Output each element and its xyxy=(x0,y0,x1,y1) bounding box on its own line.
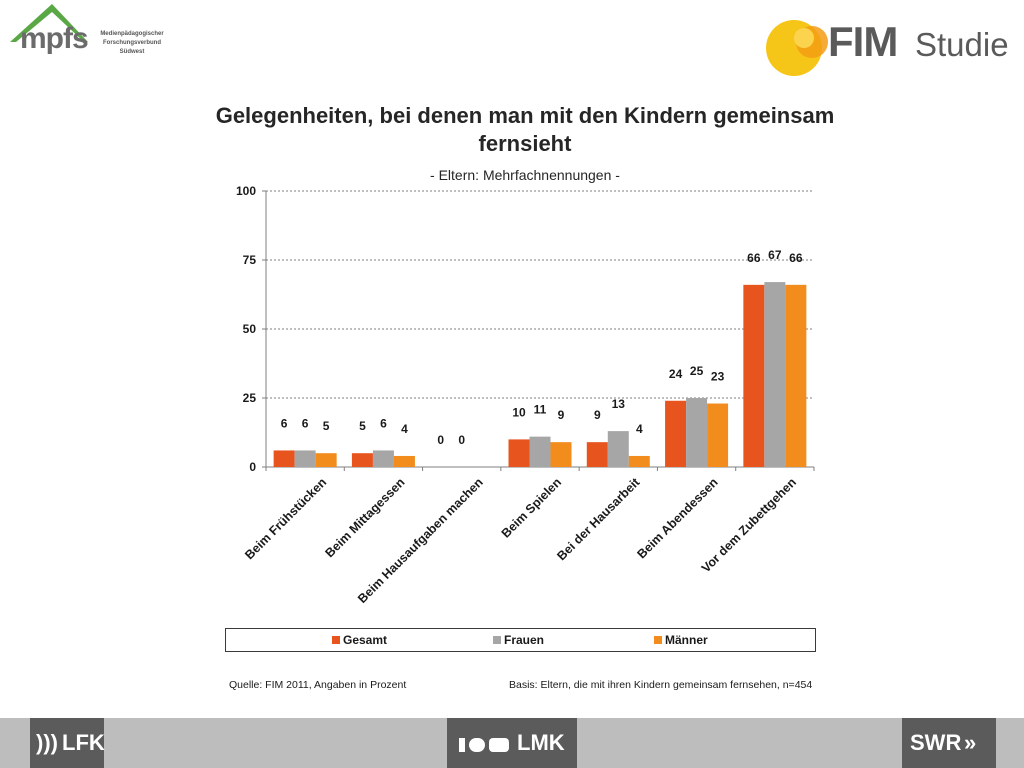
mpfs-logo xyxy=(8,2,178,64)
data-label: 4 xyxy=(401,422,408,436)
data-label: 5 xyxy=(359,419,366,433)
lmk-logo: LMK xyxy=(447,718,577,768)
data-label: 23 xyxy=(711,370,725,384)
y-tick-label: 50 xyxy=(243,322,257,336)
y-tick-label: 75 xyxy=(243,253,257,267)
swr-logo-text: SWR xyxy=(910,730,962,755)
bar-gesamt xyxy=(508,439,530,467)
data-label: 11 xyxy=(534,403,547,417)
data-label: 13 xyxy=(612,397,626,411)
fim-logo-text: FIM xyxy=(828,18,898,65)
data-label: 66 xyxy=(747,251,761,265)
mpfs-logo-subtitle: Medienpädagogischer Forschungsverbund Sü… xyxy=(97,30,167,57)
data-label: 9 xyxy=(558,408,565,422)
data-label: 0 xyxy=(458,433,465,447)
bar-frauen xyxy=(294,450,316,467)
legend-item-gesamt: Gesamt xyxy=(332,633,387,647)
category-label: Beim Frühstücken xyxy=(242,475,329,562)
bar-gesamt xyxy=(665,400,687,467)
bar-männer xyxy=(785,284,807,467)
data-label: 5 xyxy=(323,419,330,433)
bar-gesamt xyxy=(743,284,765,467)
mpfs-subtitle-line: Forschungsverbund xyxy=(102,40,161,46)
y-tick-label: 100 xyxy=(236,184,256,198)
bar-frauen xyxy=(529,436,551,467)
chart-subtitle: - Eltern: Mehrfachnennungen - xyxy=(430,167,620,183)
bar-männer xyxy=(628,455,650,467)
legend-swatch-maenner xyxy=(654,636,662,644)
legend-item-maenner: Männer xyxy=(654,633,708,647)
bar-männer xyxy=(393,455,415,467)
fim-circles-icon xyxy=(766,20,828,76)
data-label: 6 xyxy=(281,416,288,430)
lfk-logo-text: LFK xyxy=(62,730,105,755)
data-label: 66 xyxy=(789,251,803,265)
lmk-logo-text: LMK xyxy=(517,730,565,755)
footer-bar: ))) LFK LMK SWR » xyxy=(0,718,1024,768)
data-label: 9 xyxy=(594,408,601,422)
legend-label-gesamt: Gesamt xyxy=(343,633,388,647)
bar-frauen xyxy=(686,398,708,467)
legend-swatch-frauen xyxy=(493,636,501,644)
basis-note: Basis: Eltern, die mit ihren Kindern gem… xyxy=(509,679,813,691)
category-label: Beim Hausaufgaben machen xyxy=(355,475,486,606)
data-label: 24 xyxy=(669,367,683,381)
chart-legend: Gesamt Frauen Männer xyxy=(225,628,816,652)
legend-label-maenner: Männer xyxy=(665,633,708,647)
lfk-logo-chevrons: ))) xyxy=(36,730,58,755)
legend-label-frauen: Frauen xyxy=(504,633,545,647)
category-label: Beim Spielen xyxy=(499,475,564,540)
data-label: 67 xyxy=(768,248,782,262)
swr-logo-chevrons: » xyxy=(964,730,977,755)
bar-gesamt xyxy=(273,450,295,467)
studie-logo-text: Studie xyxy=(915,26,1009,63)
bar-frauen xyxy=(372,450,394,467)
mpfs-subtitle-line: Südwest xyxy=(119,49,145,55)
lfk-logo: ))) LFK xyxy=(30,718,105,768)
data-label: 6 xyxy=(380,416,387,430)
y-tick-label: 0 xyxy=(249,460,256,474)
data-label: 6 xyxy=(302,416,309,430)
mpfs-roof-icon xyxy=(10,4,88,42)
lmk-shapes-icon xyxy=(459,738,509,752)
source-note: Quelle: FIM 2011, Angaben in Prozent xyxy=(229,679,407,691)
bar-männer xyxy=(315,453,337,467)
chart-title: Gelegenheiten, bei denen man mit den Kin… xyxy=(215,103,835,156)
category-label: Bei der Hausarbeit xyxy=(554,475,643,564)
bar-männer xyxy=(707,403,729,467)
legend-swatch-gesamt xyxy=(332,636,340,644)
data-label: 25 xyxy=(690,364,704,378)
bar-frauen xyxy=(607,431,629,467)
category-label: Beim Abendessen xyxy=(634,475,720,561)
bar-frauen xyxy=(764,282,786,467)
bar-männer xyxy=(550,442,572,467)
swr-logo: SWR » xyxy=(902,718,996,768)
bar-gesamt xyxy=(586,442,608,467)
data-label: 4 xyxy=(636,422,643,436)
y-tick-label: 25 xyxy=(243,391,257,405)
legend-item-frauen: Frauen xyxy=(493,633,544,647)
fim-logo xyxy=(760,8,1020,78)
mpfs-logo-text: mpfs xyxy=(20,22,89,55)
category-label: Beim Mittagessen xyxy=(322,475,407,560)
data-label: 10 xyxy=(512,405,526,419)
bar-gesamt xyxy=(351,453,373,467)
data-label: 0 xyxy=(437,433,444,447)
mpfs-subtitle-line: Medienpädagogischer xyxy=(100,31,164,37)
